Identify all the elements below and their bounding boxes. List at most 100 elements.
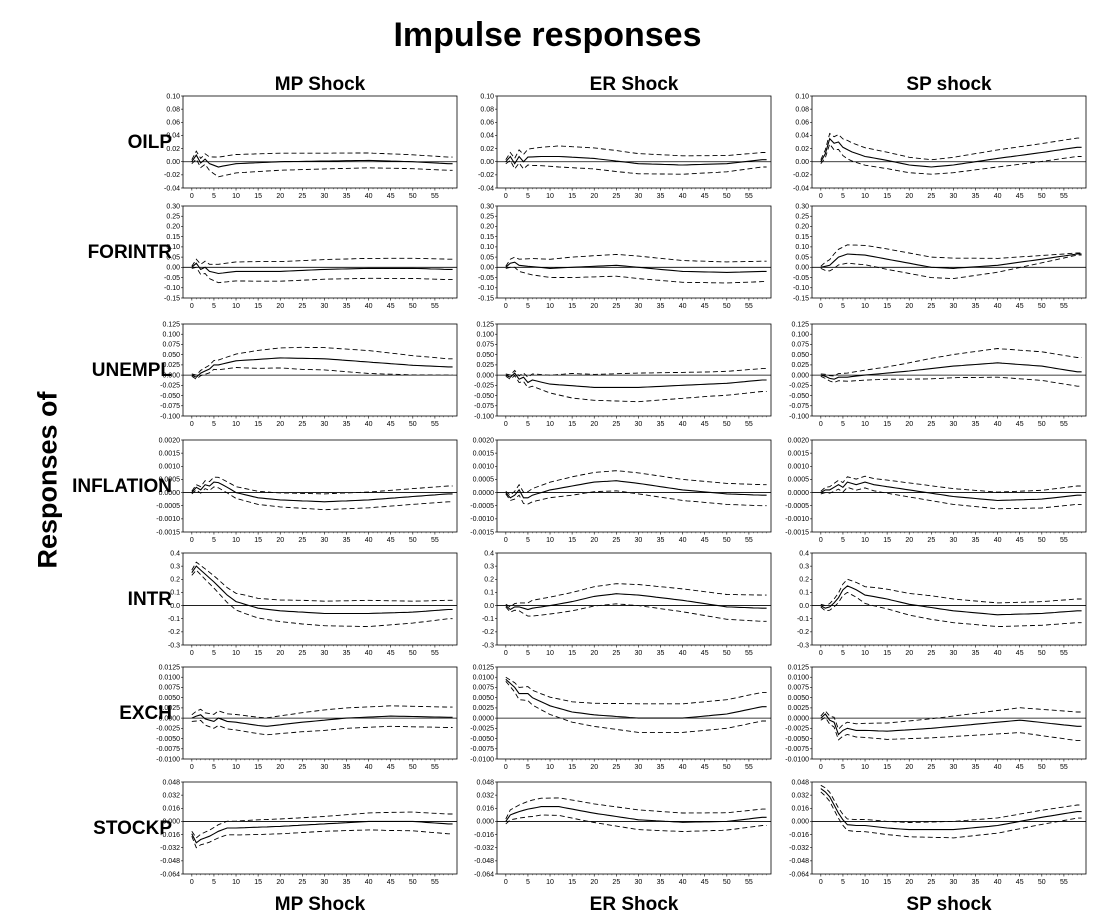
panel-intr-0: 0.4 0.3 0.2 0.1 0.0 -0.1 -0.2 -0.3 0 5 10 15 20 25 30 3… <box>168 550 458 657</box>
y-tick-label: 0.0050 <box>788 695 810 702</box>
x-tick-label: 20 <box>905 879 913 886</box>
x-tick-label: 55 <box>745 764 753 771</box>
x-tick-label: 25 <box>298 421 306 428</box>
x-tick-label: 5 <box>526 193 530 200</box>
y-tick-label: 0.4 <box>170 550 180 557</box>
x-tick-label: 25 <box>927 764 935 771</box>
y-tick-label: 0.016 <box>791 806 809 813</box>
x-tick-label: 55 <box>1060 537 1068 544</box>
x-tick-label: 40 <box>365 764 373 771</box>
y-tick-label: 0.2 <box>799 577 809 584</box>
x-tick-label: 45 <box>1016 421 1024 428</box>
panel-inflation-1: 0.0020 0.0015 0.0010 0.0005 0.0000 -0.0005 -0.… <box>470 437 772 544</box>
y-tick-label: 0.0075 <box>159 685 181 692</box>
x-tick-label: 20 <box>905 537 913 544</box>
panel-oilp-1: 0.10 0.08 0.06 0.04 0.02 0.00 -0.02 -0.04 0 5 10 15… <box>478 93 772 200</box>
x-tick-label: 25 <box>612 421 620 428</box>
y-tick-label: -0.050 <box>160 393 180 400</box>
x-tick-label: 35 <box>972 764 980 771</box>
y-tick-label: 0.0050 <box>159 695 181 702</box>
x-tick-label: 35 <box>657 764 665 771</box>
y-tick-label: 0.20 <box>480 224 494 231</box>
y-tick-label: -0.025 <box>160 383 180 390</box>
y-tick-label: 0.0 <box>170 603 180 610</box>
x-tick-label: 25 <box>612 537 620 544</box>
x-tick-label: 35 <box>343 193 351 200</box>
x-tick-label: 35 <box>657 879 665 886</box>
y-tick-label: 0.0010 <box>159 464 181 471</box>
y-tick-label: -0.0075 <box>156 746 180 753</box>
y-tick-label: 0.10 <box>480 93 494 100</box>
y-tick-label: 0.0015 <box>159 450 181 457</box>
response-line <box>820 788 1082 831</box>
y-tick-label: -0.15 <box>164 295 180 302</box>
plot-frame <box>811 205 1087 299</box>
x-tick-label: 55 <box>431 537 439 544</box>
x-tick-label: 35 <box>972 421 980 428</box>
panel-intr-1: 0.4 0.3 0.2 0.1 0.0 -0.1 -0.2 -0.3 0 5 10 15 20 25 30 3… <box>482 550 772 657</box>
x-tick-label: 35 <box>657 650 665 657</box>
y-tick-label: 0.0015 <box>473 450 495 457</box>
y-tick-label: 0.04 <box>166 133 180 140</box>
y-tick-label: 0.000 <box>476 372 494 379</box>
x-tick-label: 15 <box>568 879 576 886</box>
y-tick-label: -0.04 <box>793 185 809 192</box>
upper-band-line <box>191 150 453 160</box>
panel-intr-2: 0.4 0.3 0.2 0.1 0.0 -0.1 -0.2 -0.3 0 5 10 15 20 25 30 3… <box>797 550 1087 657</box>
x-tick-label: 25 <box>927 879 935 886</box>
x-tick-label: 40 <box>994 421 1002 428</box>
x-tick-label: 55 <box>431 764 439 771</box>
x-tick-label: 25 <box>927 193 935 200</box>
y-tick-label: -0.0050 <box>785 736 809 743</box>
x-tick-label: 35 <box>972 650 980 657</box>
x-tick-label: 15 <box>254 193 262 200</box>
x-tick-label: 35 <box>343 537 351 544</box>
y-tick-label: 0.10 <box>166 93 180 100</box>
x-tick-label: 15 <box>254 879 262 886</box>
x-tick-label: 20 <box>590 303 598 310</box>
plot-frame <box>811 666 1087 760</box>
y-tick-label: 0.0000 <box>473 715 495 722</box>
y-tick-label: 0.0005 <box>788 477 810 484</box>
x-tick-label: 50 <box>1038 421 1046 428</box>
y-tick-label: 0.25 <box>480 214 494 221</box>
x-tick-label: 40 <box>994 303 1002 310</box>
y-tick-label: 0.0005 <box>473 477 495 484</box>
x-tick-label: 30 <box>950 764 958 771</box>
y-tick-label: -0.10 <box>793 285 809 292</box>
x-tick-label: 10 <box>546 421 554 428</box>
response-line <box>191 262 453 275</box>
x-tick-label: 15 <box>254 537 262 544</box>
plot-frame <box>811 781 1087 875</box>
y-tick-label: -0.0010 <box>470 516 494 523</box>
x-tick-label: 15 <box>254 303 262 310</box>
lower-band-line <box>191 486 453 511</box>
y-tick-label: -0.064 <box>160 871 180 878</box>
x-tick-label: 30 <box>950 193 958 200</box>
x-tick-label: 55 <box>1060 764 1068 771</box>
x-tick-label: 40 <box>679 421 687 428</box>
lower-band-line <box>820 791 1082 839</box>
y-tick-label: 0.3 <box>484 563 494 570</box>
y-tick-label: 0.2 <box>170 577 180 584</box>
y-tick-label: 0.30 <box>480 203 494 210</box>
x-tick-label: 30 <box>321 537 329 544</box>
y-tick-label: 0.0075 <box>473 685 495 692</box>
x-tick-label: 50 <box>409 879 417 886</box>
y-tick-label: 0.0100 <box>473 675 495 682</box>
y-tick-label: 0.4 <box>799 550 809 557</box>
y-tick-label: -0.0025 <box>785 726 809 733</box>
y-tick-label: 0.20 <box>166 224 180 231</box>
x-tick-label: 50 <box>409 193 417 200</box>
y-tick-label: 0.00 <box>166 159 180 166</box>
x-tick-label: 50 <box>723 879 731 886</box>
y-tick-label: 0.050 <box>162 352 180 359</box>
lower-band-line <box>820 486 1082 510</box>
y-tick-label: -0.075 <box>789 403 809 410</box>
x-tick-label: 35 <box>343 764 351 771</box>
x-tick-label: 0 <box>190 303 194 310</box>
y-tick-label: -0.15 <box>478 295 494 302</box>
x-tick-label: 0 <box>819 421 823 428</box>
x-tick-label: 40 <box>365 193 373 200</box>
column-footer-0: MP Shock <box>275 894 366 915</box>
